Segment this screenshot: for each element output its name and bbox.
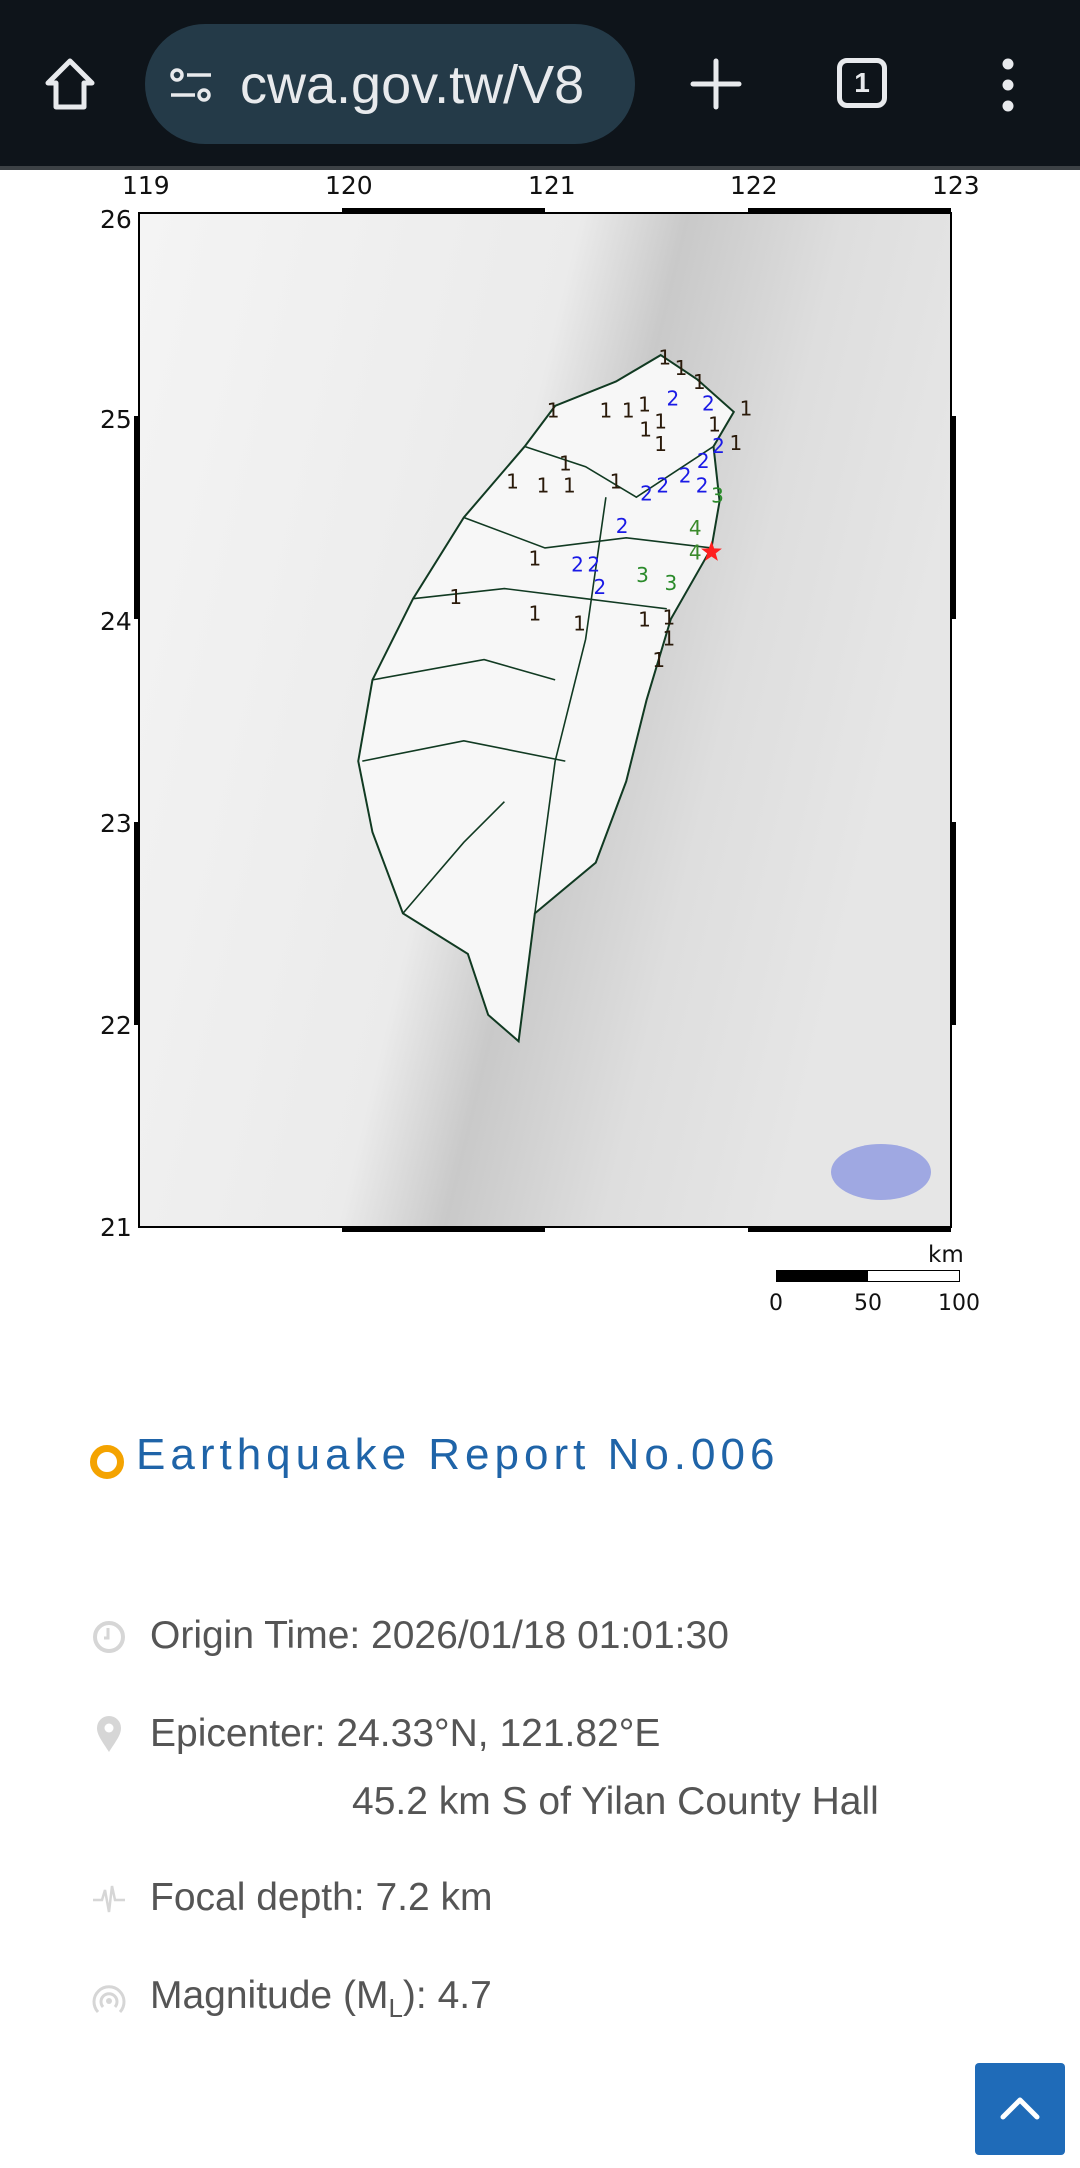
scale-unit: km: [928, 1242, 964, 1268]
county-boundary: [463, 516, 712, 549]
intensity-label: 1: [740, 396, 753, 420]
magnitude: Magnitude (ML): 4.7: [150, 1974, 492, 2024]
intensity-label: 1: [506, 469, 519, 493]
intensity-label: 2: [702, 391, 715, 415]
lat-tick: 21: [100, 1213, 132, 1242]
url-text[interactable]: cwa.gov.tw/V8: [240, 55, 585, 115]
intensity-label: 1: [610, 469, 623, 493]
intensity-label: 3: [636, 563, 649, 587]
intensity-label: 1: [559, 451, 572, 475]
tab-switcher-button[interactable]: 1: [837, 58, 887, 108]
intensity-label: 1: [652, 648, 665, 672]
intensity-label: 1: [528, 547, 541, 571]
intensity-label: 1: [563, 474, 576, 498]
intensity-label: 2: [697, 449, 710, 473]
lat-tick: 23: [100, 809, 132, 838]
intensity-label: 1: [658, 346, 671, 370]
intensity-label: 1: [622, 398, 635, 422]
intensity-label: 1: [662, 606, 675, 630]
intensity-label: 1: [654, 409, 667, 433]
intensity-label: 2: [696, 474, 709, 498]
intensity-label: 1: [729, 431, 742, 455]
magnitude-subscript: L: [388, 1992, 403, 2023]
address-bar[interactable]: cwa.gov.tw/V8: [145, 24, 635, 144]
magnitude-icon: [92, 1985, 126, 2014]
lat-tick: 22: [100, 1011, 132, 1040]
intensity-label: 1: [638, 392, 651, 416]
intensity-label: 3: [711, 484, 724, 508]
intensity-label: 1: [693, 370, 706, 394]
epicenter-star-icon: [701, 541, 722, 561]
magnitude-value: ): 4.7: [402, 1974, 492, 2017]
county-boundary: [412, 587, 667, 610]
browser-toolbar: cwa.gov.tw/V8 1: [0, 0, 1080, 166]
epicenter: Epicenter: 24.33°N, 121.82°E: [150, 1712, 661, 1755]
intensity-label: 1: [654, 432, 667, 456]
county-boundary: [372, 658, 556, 681]
cwa-logo: [831, 1144, 931, 1200]
lon-tick: 121: [528, 171, 576, 200]
scale-label: 100: [938, 1291, 980, 1316]
lon-tick: 120: [325, 171, 373, 200]
intensity-label: 1: [573, 612, 586, 636]
intensity-label: 4: [689, 516, 702, 540]
intensity-label: 1: [638, 608, 651, 632]
lat-tick: 25: [100, 405, 132, 434]
lon-tick: 119: [122, 171, 170, 200]
origin-time: Origin Time: 2026/01/18 01:01:30: [150, 1614, 729, 1657]
county-boundary: [362, 739, 566, 762]
intensity-label: 1: [675, 356, 688, 380]
intensity-label: 2: [640, 482, 653, 506]
chevron-up-icon: [1000, 2097, 1040, 2120]
intensity-label: 1: [547, 398, 560, 422]
intensity-label: 1: [449, 585, 462, 609]
epicenter-relative: 45.2 km S of Yilan County Hall: [352, 1780, 879, 1823]
scroll-to-top-button[interactable]: [975, 2063, 1065, 2155]
scale-label: 0: [769, 1291, 783, 1316]
county-boundary: [524, 445, 714, 499]
county-boundary: [534, 497, 607, 914]
more-menu-icon[interactable]: [995, 58, 1021, 112]
intensity-label: 1: [528, 601, 541, 625]
location-pin-icon: [97, 1716, 121, 1752]
intensity-label: 2: [656, 474, 669, 498]
intensity-label: 2: [712, 434, 725, 458]
home-icon[interactable]: [40, 55, 100, 115]
report-title: Earthquake Report No.006: [136, 1430, 780, 1479]
intensity-label: 1: [662, 627, 675, 651]
intensity-label: 2: [593, 575, 606, 599]
county-boundary: [402, 801, 505, 914]
taiwan-coastline: [357, 353, 736, 1044]
intensity-label: 2: [616, 514, 629, 538]
scale-label: 50: [854, 1291, 882, 1316]
seismic-wave-icon: [93, 1885, 125, 1913]
focal-depth: Focal depth: 7.2 km: [150, 1876, 493, 1919]
intensity-label: 3: [664, 571, 677, 595]
intensity-label: 2: [571, 553, 584, 577]
lon-tick: 122: [730, 171, 778, 200]
magnitude-prefix: Magnitude (M: [150, 1974, 389, 2017]
lat-tick: 24: [100, 607, 132, 636]
intensity-label: 1: [537, 474, 550, 498]
new-tab-icon[interactable]: [690, 58, 742, 110]
intensity-label: 2: [587, 553, 600, 577]
lat-tick: 26: [100, 205, 132, 234]
clock-icon: [93, 1621, 125, 1653]
site-settings-icon[interactable]: [167, 66, 215, 106]
toolbar-divider: [0, 166, 1080, 170]
intensity-label: 1: [600, 398, 613, 422]
intensity-label: 2: [679, 463, 692, 487]
intensity-label: 1: [639, 418, 652, 442]
intensity-label: 1: [708, 413, 721, 437]
scale-bar: [776, 1270, 960, 1282]
intensity-label: 2: [667, 386, 680, 410]
bullet-icon: [90, 1445, 124, 1479]
lon-tick: 123: [932, 171, 980, 200]
intensity-label: 4: [689, 541, 702, 565]
